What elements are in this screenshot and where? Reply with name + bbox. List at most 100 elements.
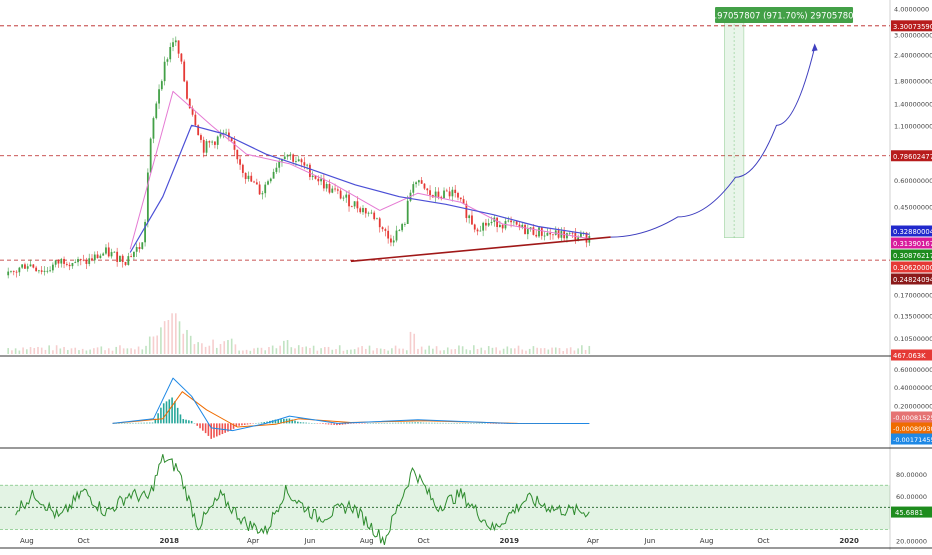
candle-body	[113, 252, 115, 253]
candle-body	[331, 189, 333, 193]
candle-body	[52, 265, 54, 271]
candle-body	[102, 254, 104, 256]
macd-histogram-bar	[303, 422, 305, 423]
volume-bar	[264, 350, 266, 354]
price-tick-label: 0.45000000	[894, 203, 932, 211]
volume-bar	[525, 351, 527, 354]
volume-bar	[238, 351, 240, 354]
volume-bar	[499, 350, 501, 354]
candle-body	[77, 259, 79, 262]
volume-bar	[588, 346, 590, 354]
x-tick-label: Aug	[360, 537, 374, 545]
price-tick-label: 1.80000000	[894, 78, 932, 86]
candle-body	[340, 191, 342, 199]
macd-tick-label: 0.40000000	[894, 384, 932, 392]
volume-bar	[361, 346, 363, 354]
price-tick-label: 2.40000000	[894, 52, 932, 60]
volume-bar	[521, 350, 523, 354]
volume-bar	[574, 350, 576, 354]
candle-body	[253, 182, 255, 183]
candle-body	[474, 224, 476, 229]
volume-bar	[376, 348, 378, 354]
volume-bar	[276, 348, 278, 354]
candle-body	[18, 268, 20, 273]
macd-histogram-bar	[157, 413, 159, 423]
volume-bar	[220, 344, 222, 354]
volume-bar	[548, 350, 550, 354]
volume-bar	[480, 348, 482, 354]
candle-body	[373, 213, 375, 219]
candle-body	[510, 221, 512, 223]
volume-bar	[246, 350, 248, 354]
volume-bar	[138, 347, 140, 354]
volume-bar	[305, 346, 307, 354]
volume-bar	[536, 348, 538, 354]
candle-body	[524, 225, 526, 234]
volume-bar	[41, 348, 43, 354]
candle-body	[424, 184, 426, 189]
price-label-text: 0.32880004	[893, 228, 932, 236]
macd-histogram-bar	[238, 423, 240, 425]
volume-bar	[529, 349, 531, 354]
x-tick-label: Aug	[700, 537, 714, 545]
candle-body	[46, 271, 48, 272]
candle-body	[418, 180, 420, 182]
macd-value-text: -0.00089930	[893, 425, 932, 433]
candle-body	[546, 233, 548, 236]
macd-histogram-bar	[400, 423, 402, 424]
candle-body	[55, 260, 57, 264]
volume-bar	[432, 349, 434, 354]
candle-body	[421, 180, 423, 184]
volume-bar	[11, 350, 13, 354]
candle-body	[415, 182, 417, 184]
volume-bar	[168, 320, 170, 354]
volume-bar	[331, 350, 333, 354]
candle-body	[217, 137, 219, 145]
candle-body	[256, 182, 258, 184]
candle-body	[208, 141, 210, 142]
volume-bar	[317, 351, 319, 354]
volume-bar	[257, 348, 259, 354]
volume-bar	[164, 321, 166, 354]
x-tick-label: Oct	[417, 537, 429, 545]
candle-body	[69, 265, 71, 266]
volume-bar	[484, 350, 486, 354]
candle-body	[220, 134, 222, 136]
candle-body	[488, 223, 490, 225]
macd-histogram-bar	[417, 422, 419, 423]
candle-body	[136, 247, 138, 252]
price-tick-label: 1.10000000	[894, 122, 932, 130]
candle-body	[86, 260, 88, 264]
volume-bar	[290, 347, 292, 354]
volume-bar	[175, 313, 177, 354]
candle-body	[382, 227, 384, 229]
candle-body	[535, 235, 537, 237]
rsi-tick-label: 20.00000	[896, 537, 927, 545]
volume-bar	[268, 347, 270, 354]
candle-body	[393, 240, 395, 242]
volume-bar	[182, 334, 184, 354]
volume-bar	[350, 350, 352, 354]
candle-body	[139, 247, 141, 249]
volume-bar	[33, 348, 35, 354]
volume-bar	[190, 336, 192, 354]
candle-body	[278, 161, 280, 167]
candle-body	[544, 236, 546, 237]
candle-body	[239, 159, 241, 165]
x-tick-label: Apr	[247, 537, 259, 545]
volume-bar	[86, 351, 88, 354]
candle-body	[541, 227, 543, 235]
macd-histogram-bar	[439, 423, 441, 424]
volume-bar	[272, 346, 274, 354]
x-tick-label: Apr	[587, 537, 599, 545]
volume-bar	[454, 349, 456, 354]
candle-body	[60, 259, 62, 264]
volume-bar	[406, 350, 408, 354]
volume-bar	[399, 349, 401, 354]
candle-body	[502, 225, 504, 228]
macd-histogram-bar	[177, 408, 179, 424]
volume-bar	[503, 349, 505, 354]
macd-histogram-bar	[141, 423, 143, 424]
